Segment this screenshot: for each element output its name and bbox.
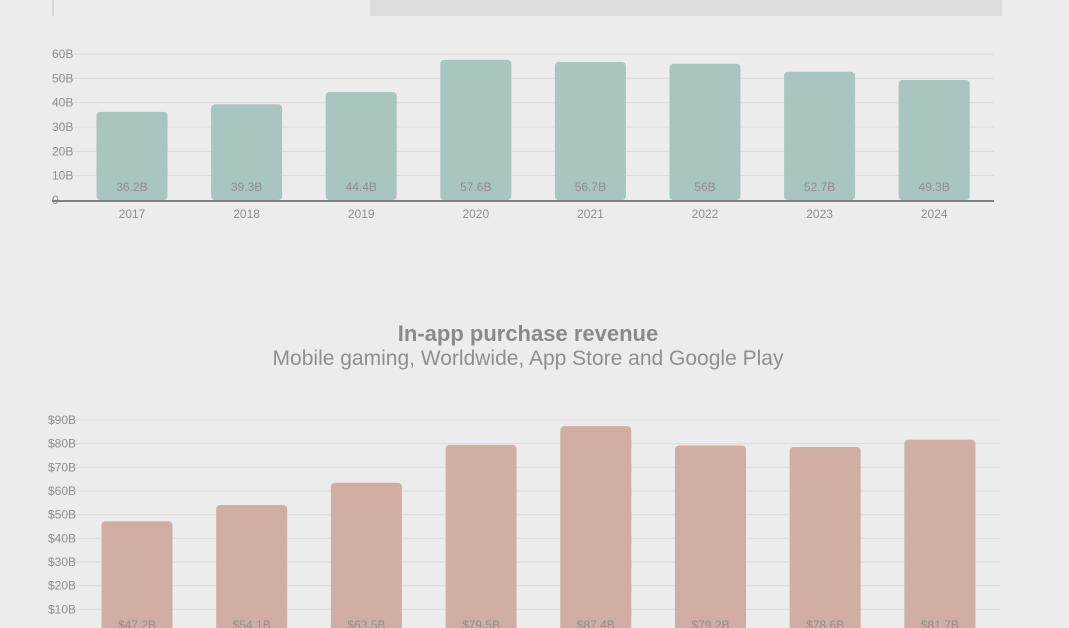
- data-label: $81.7B: [921, 618, 959, 628]
- data-label: 56.7B: [575, 180, 606, 194]
- y-tick-label: 10B: [52, 169, 73, 183]
- chart-title: In-app purchase revenue: [397, 321, 659, 346]
- data-label: 56B: [694, 180, 715, 194]
- data-label: $78.6B: [806, 618, 844, 628]
- bar: [669, 63, 741, 200]
- y-tick-label: 20B: [52, 144, 73, 158]
- data-label: $63.5B: [347, 618, 385, 628]
- y-tick-label: $50B: [48, 508, 76, 522]
- x-tick-label: 2021: [577, 207, 604, 221]
- x-tick-label: 2018: [233, 207, 260, 221]
- tab-overall[interactable]: Overall: [52, 0, 370, 16]
- y-tick-label: $80B: [48, 437, 76, 451]
- data-label: 49.3B: [919, 180, 950, 194]
- bar: [789, 446, 861, 628]
- x-tick-label: 2019: [348, 207, 375, 221]
- data-label: $79.2B: [691, 618, 729, 628]
- y-tick-label: $20B: [48, 579, 76, 593]
- x-tick-label: 2017: [119, 207, 146, 221]
- data-label: $79.5B: [462, 618, 500, 628]
- x-tick-label: 2023: [806, 207, 833, 221]
- y-tick-label: $40B: [48, 531, 76, 545]
- y-tick-label: 40B: [52, 96, 73, 110]
- bar: [216, 504, 288, 628]
- downloads-bar-chart: 010B20B30B40B50B60B36.2B201739.3B201844.…: [52, 47, 994, 221]
- x-tick-label: 2020: [462, 207, 489, 221]
- chart-subtitle: Mobile gaming, Worldwide, App Store and …: [272, 347, 784, 370]
- y-tick-label: 50B: [52, 71, 73, 85]
- bar: [101, 521, 173, 628]
- bar: [96, 111, 168, 200]
- x-tick-label: 2022: [692, 207, 719, 221]
- data-label: 52.7B: [804, 180, 835, 194]
- y-tick-label: $90B: [48, 413, 76, 427]
- bar: [554, 62, 626, 200]
- y-tick-label: 60B: [52, 47, 73, 61]
- data-label: 36.2B: [116, 180, 147, 194]
- bar: [445, 444, 517, 628]
- bar: [904, 439, 976, 628]
- bar: [440, 59, 512, 201]
- y-tick-label: $60B: [48, 484, 76, 498]
- bar: [784, 71, 856, 200]
- x-tick-label: 2024: [921, 207, 948, 221]
- bar: [675, 445, 746, 628]
- y-tick-label: 0: [48, 626, 55, 628]
- y-tick-label: 30B: [52, 120, 73, 134]
- data-label: $47.2B: [118, 618, 156, 628]
- data-label: $87.4B: [577, 618, 615, 628]
- data-label: 44.4B: [346, 180, 377, 194]
- bar: [330, 482, 402, 628]
- bar: [560, 426, 632, 628]
- data-label: 57.6B: [460, 180, 491, 194]
- data-label: $54.1B: [233, 618, 271, 628]
- bar: [211, 104, 283, 200]
- data-label: 39.3B: [231, 180, 262, 194]
- tab-google-play[interactable]: Google Play: [686, 0, 1002, 16]
- y-tick-label: $70B: [48, 460, 76, 474]
- y-tick-label: $30B: [48, 555, 76, 569]
- y-tick-label: $10B: [48, 602, 76, 616]
- platform-tabs: Overall App Store Google Play: [52, 0, 1002, 16]
- bar: [898, 80, 970, 200]
- tab-app-store[interactable]: App Store: [370, 0, 686, 16]
- bar: [325, 91, 397, 200]
